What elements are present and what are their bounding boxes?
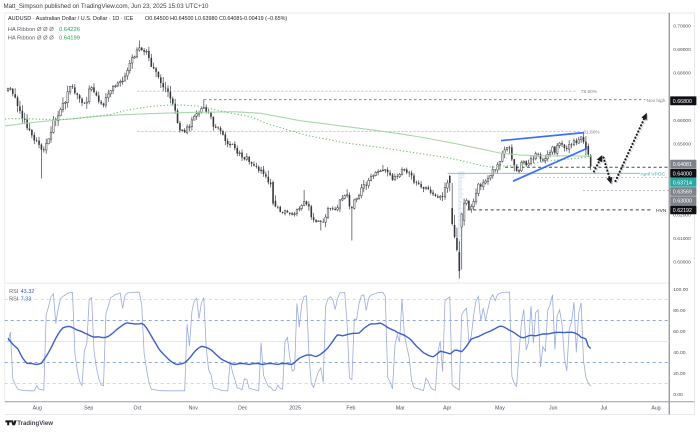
- svg-text:Jul: Jul: [601, 406, 608, 412]
- svg-text:7.33: 7.33: [21, 297, 32, 303]
- svg-text:Apr: Apr: [443, 406, 451, 412]
- svg-text:2025: 2025: [289, 406, 301, 412]
- svg-text:0.64000: 0.64000: [673, 171, 692, 177]
- svg-text:0.61000: 0.61000: [673, 236, 691, 242]
- svg-text:0.64199: 0.64199: [59, 36, 80, 42]
- svg-text:0.68000: 0.68000: [673, 71, 691, 77]
- svg-text:Dec: Dec: [238, 406, 248, 412]
- svg-text:Nov high: Nov high: [646, 98, 665, 104]
- svg-text:HA Ribbon: HA Ribbon: [8, 27, 36, 33]
- svg-text:0.65000: 0.65000: [673, 142, 691, 148]
- svg-text:0.63000: 0.63000: [673, 199, 692, 205]
- svg-text:Oct: Oct: [134, 406, 143, 412]
- svg-text:AUDUSD · Australian Dollar / U: AUDUSD · Australian Dollar / U.S. Dollar…: [8, 16, 134, 22]
- svg-text:0.66800: 0.66800: [673, 99, 692, 105]
- svg-text:Mar: Mar: [396, 406, 405, 412]
- svg-text:78.60%: 78.60%: [581, 89, 598, 95]
- svg-text:Feb: Feb: [346, 406, 355, 412]
- svg-text:Sep: Sep: [84, 406, 93, 412]
- svg-text:−0.00419 (−0.65%): −0.00419 (−0.65%): [241, 16, 287, 22]
- svg-text:0.62192: 0.62192: [673, 208, 692, 214]
- svg-text:O0.64500 H0.64500 L0.63980 C0.: O0.64500 H0.64500 L0.63980 C0.64081: [145, 16, 242, 22]
- svg-text:0.63714: 0.63714: [673, 180, 692, 186]
- svg-text:RSI: RSI: [9, 289, 19, 295]
- svg-text:100.00: 100.00: [673, 287, 688, 293]
- svg-text:43.32: 43.32: [21, 289, 35, 295]
- svg-text:0.69000: 0.69000: [673, 47, 691, 53]
- svg-text:0.66000: 0.66000: [673, 118, 691, 124]
- svg-text:Ø Ø Ø: Ø Ø Ø: [37, 36, 54, 42]
- svg-text:60.00: 60.00: [673, 329, 686, 335]
- svg-text:Nov: Nov: [189, 406, 199, 412]
- svg-text:Aug: Aug: [651, 406, 660, 412]
- svg-text:0.60000: 0.60000: [673, 260, 691, 266]
- svg-text:61.80%: 61.80%: [583, 130, 600, 136]
- svg-text:Aug: Aug: [33, 406, 42, 412]
- svg-text:Ø Ø Ø: Ø Ø Ø: [37, 27, 54, 33]
- svg-text:May: May: [495, 406, 505, 412]
- svg-text:RSI: RSI: [9, 297, 19, 303]
- svg-text:0.62000: 0.62000: [673, 212, 691, 218]
- svg-text:80.00: 80.00: [673, 308, 686, 314]
- svg-text:0.70000: 0.70000: [673, 23, 691, 29]
- svg-text:40.00: 40.00: [673, 350, 686, 356]
- svg-text:HVN: HVN: [656, 208, 667, 214]
- svg-text:April VPOC: April VPOC: [640, 172, 665, 178]
- svg-text:Jun: Jun: [549, 406, 557, 412]
- svg-text:0.00: 0.00: [673, 392, 683, 398]
- svg-text:0.63569: 0.63569: [673, 190, 692, 196]
- svg-text:0.64226: 0.64226: [59, 27, 80, 33]
- svg-text:0.64081: 0.64081: [673, 162, 692, 168]
- svg-text:TradingView: TradingView: [17, 420, 53, 427]
- svg-text:HA Ribbon: HA Ribbon: [8, 36, 36, 42]
- svg-text:20.00: 20.00: [673, 371, 686, 377]
- svg-text:Matt_Simpson published on Trad: Matt_Simpson published on TradingView.co…: [4, 3, 209, 10]
